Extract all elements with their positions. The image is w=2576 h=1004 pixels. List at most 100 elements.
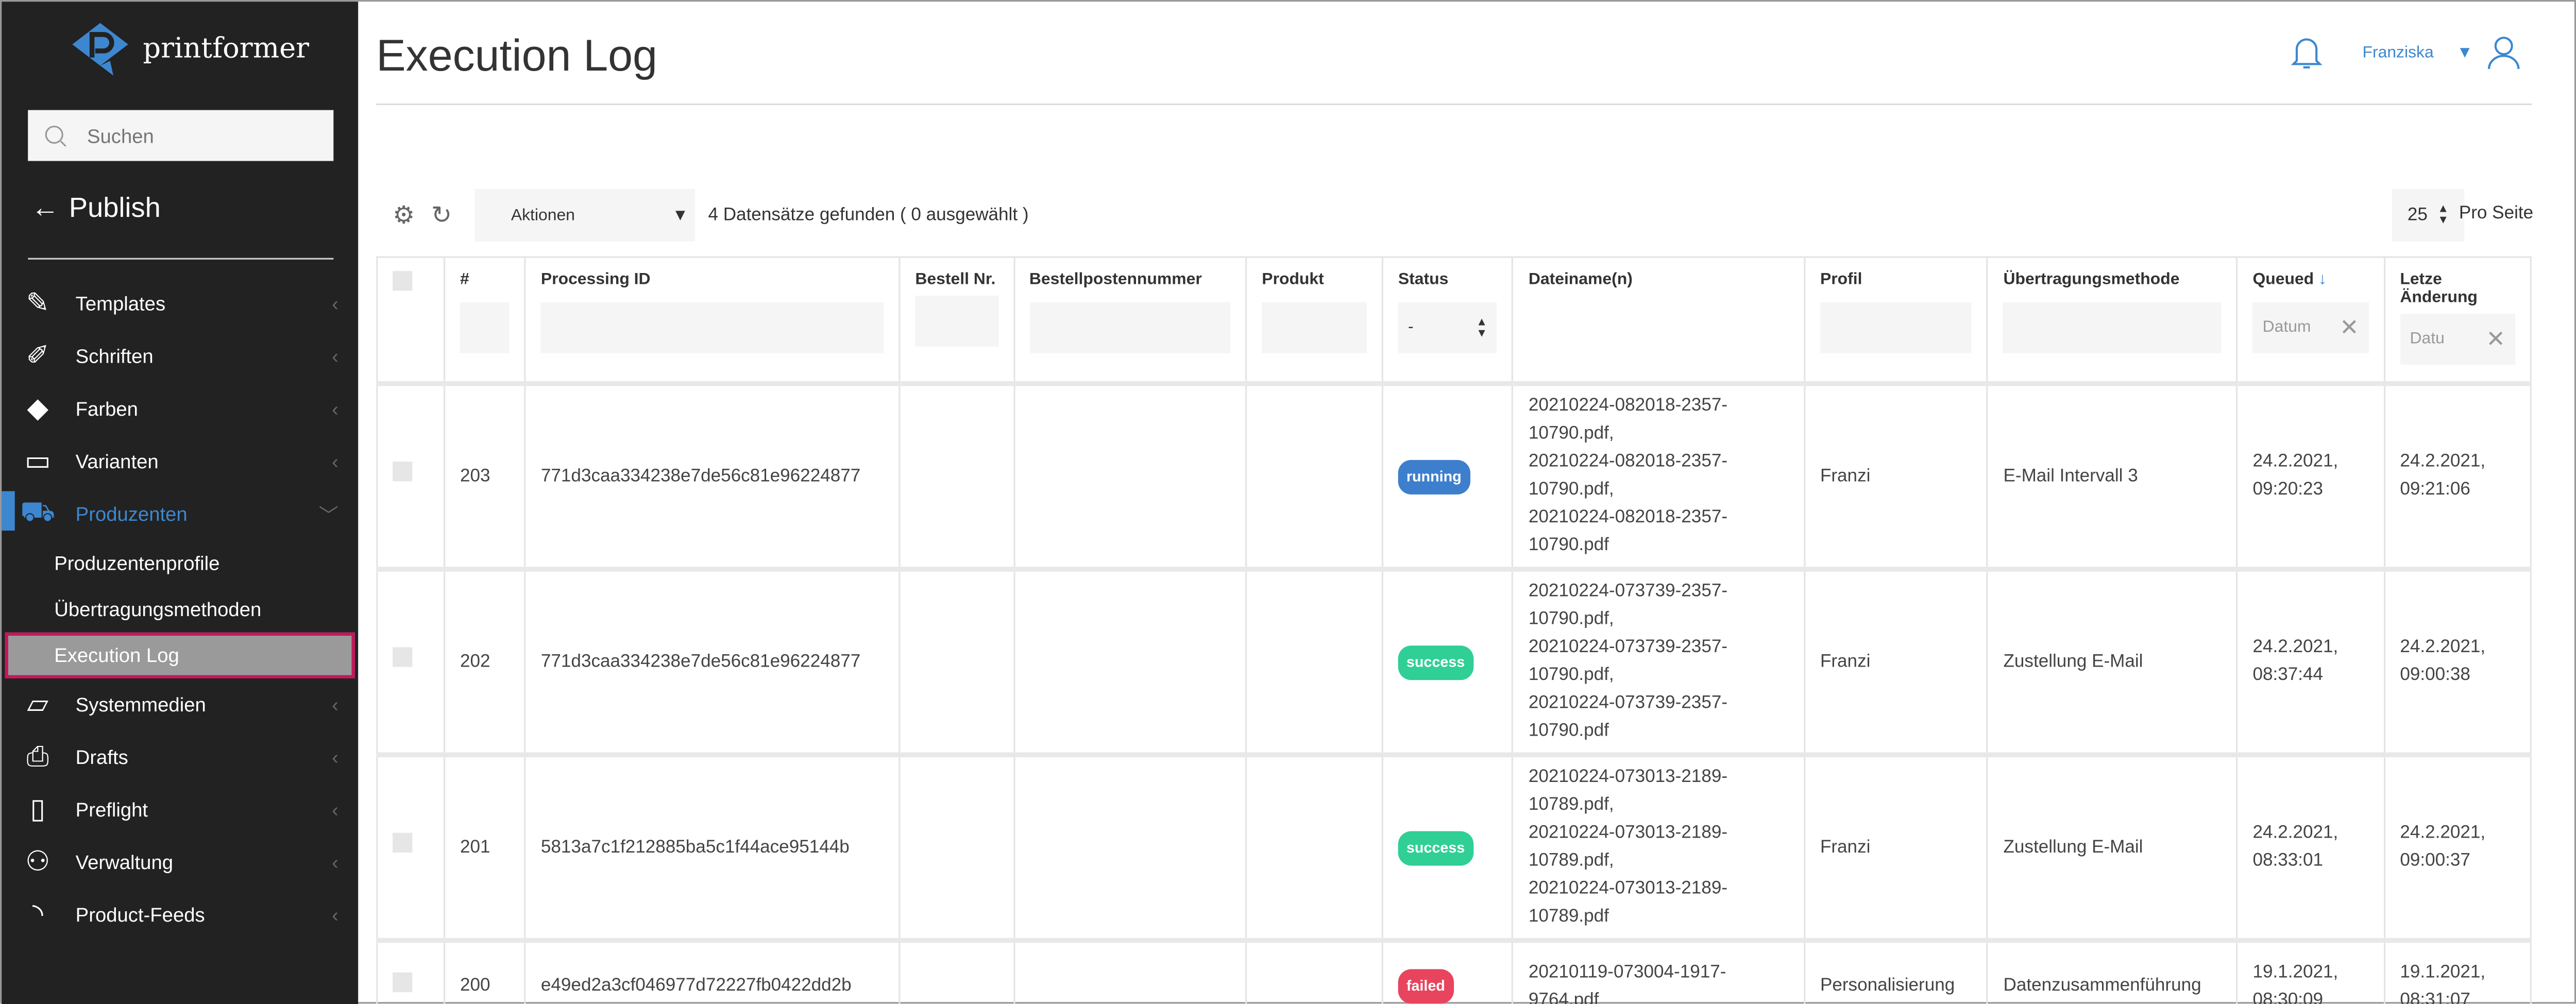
row-select-cell	[376, 567, 446, 756]
sidebar-item-label: Templates	[75, 292, 166, 316]
row-checkbox[interactable]	[393, 972, 413, 992]
column-header[interactable]: Profil	[1804, 256, 1989, 385]
column-label: Produkt	[1262, 271, 1324, 290]
search-field[interactable]	[28, 110, 334, 161]
sidebar-subitem[interactable]: Übertragungsmethoden	[54, 598, 262, 621]
column-header[interactable]: Übertragungsmethode	[1987, 256, 2238, 385]
column-label: Status	[1398, 271, 1449, 290]
search-input[interactable]	[83, 122, 304, 149]
changed-line: 24.2.2021,	[2400, 823, 2486, 843]
table-row[interactable]: 200 e49ed2a3cf046977d72227fb0422dd2b fai…	[376, 938, 2532, 1004]
clear-icon[interactable]: ✕	[2486, 325, 2505, 352]
column-filter-input[interactable]	[460, 302, 510, 353]
files-line: 20210224-073739-2357-10790.pdf,	[1528, 637, 1728, 685]
column-header[interactable]: Bestell Nr.	[899, 256, 1015, 385]
queued-date-filter[interactable]: Datum ✕	[2252, 302, 2369, 353]
sidebar-subitem[interactable]: Execution Log	[5, 632, 355, 678]
sort-arrows-icon: ▲ ▼	[2437, 203, 2449, 227]
column-header[interactable]: Produkt	[1245, 256, 1384, 385]
logo[interactable]: printformer	[71, 21, 309, 77]
sidebar-item-schriften[interactable]: ✐ Schriften ‹	[2, 330, 358, 383]
sidebar-item-produzenten[interactable]: ⛟ Produzenten ﹀	[2, 488, 358, 540]
actions-label: Aktionen	[511, 206, 575, 225]
user-icon[interactable]	[2486, 35, 2522, 71]
bestellposten-cell	[1012, 938, 1247, 1004]
column-header[interactable]: Bestellpostennummer	[1012, 256, 1247, 385]
column-header[interactable]: Status - ▲ ▼	[1382, 256, 1514, 385]
column-filter-input[interactable]	[540, 302, 884, 353]
status-filter-select[interactable]: - ▲ ▼	[1398, 302, 1498, 353]
row-checkbox[interactable]	[393, 462, 413, 482]
queued-line: 08:30:09	[2252, 990, 2324, 1004]
id-cell: 202	[444, 567, 527, 756]
sidebar-item-preflight[interactable]: ▯ Preflight ‹	[2, 784, 358, 836]
date-placeholder: Datum	[2262, 318, 2311, 337]
files-line: 20210224-073739-2357-10790.pdf	[1528, 693, 1728, 741]
select-all-checkbox[interactable]	[393, 271, 413, 291]
date-placeholder: Datu	[2410, 330, 2445, 349]
sidebar-item-farben[interactable]: ◆ Farben ‹	[2, 383, 358, 435]
queued-cell: 24.2.2021, 09:20:23	[2236, 381, 2385, 570]
sort-desc-icon[interactable]: ↓	[2318, 271, 2327, 290]
column-header[interactable]: Dateiname(n)	[1512, 256, 1806, 385]
queued-cell: 24.2.2021, 08:33:01	[2236, 752, 2385, 942]
row-checkbox[interactable]	[393, 832, 413, 853]
sidebar-item-systemmedien[interactable]: ▱ Systemmedien ‹	[2, 678, 358, 731]
bell-icon[interactable]	[2290, 35, 2323, 71]
status-cell: success	[1382, 567, 1514, 756]
user-name[interactable]: Franziska	[2362, 43, 2434, 62]
sidebar-item-product-feeds[interactable]: ◝ Product-Feeds ‹	[2, 889, 358, 941]
files-line: 20210119-073004-1917-9764.pdf	[1528, 962, 1726, 1004]
method-cell: Datenzusammenführung	[1987, 938, 2238, 1004]
file-check-icon: ▯	[30, 793, 46, 825]
column-header[interactable]: #	[444, 256, 527, 385]
clear-icon[interactable]: ✕	[2340, 314, 2359, 341]
status-badge: success	[1398, 830, 1473, 865]
execution-log-table: # Processing ID Bestell Nr. Bestellpostennu…	[376, 256, 2532, 1004]
column-header[interactable]: Letze Änderung Datu ✕	[2383, 256, 2532, 385]
sidebar-item-verwaltung[interactable]: ⚇ Verwaltung ‹	[2, 836, 358, 889]
column-filter-input[interactable]	[915, 295, 998, 347]
sidebar-item-label: Drafts	[75, 745, 128, 769]
changed-date-filter[interactable]: Datu ✕	[2400, 314, 2516, 365]
sidebar-item-templates[interactable]: ✎ Templates ‹	[2, 278, 358, 330]
changed-line: 19.1.2021,	[2400, 962, 2486, 982]
row-checkbox[interactable]	[393, 647, 413, 667]
processing-id-cell: 771d3caa334238e7de56c81e96224877	[524, 567, 901, 756]
divider	[28, 258, 334, 260]
publish-label: Publish	[69, 192, 161, 224]
column-header[interactable]: Processing ID	[524, 256, 901, 385]
settings-icon[interactable]: ⚙	[393, 202, 415, 230]
caret-down-icon[interactable]: ▼	[2456, 43, 2473, 62]
changed-line: 24.2.2021,	[2400, 637, 2486, 657]
table-row[interactable]: 203 771d3caa334238e7de56c81e96224877 run…	[376, 381, 2532, 570]
variants-icon: ▭	[24, 445, 51, 477]
table-row[interactable]: 201 5813a7c1f212885ba5c1f44ace95144b suc…	[376, 752, 2532, 942]
profil-cell: Franzi	[1804, 752, 1989, 942]
sidebar-item-label: Schriften	[75, 345, 154, 368]
actions-dropdown[interactable]: Aktionen ▼	[474, 189, 695, 242]
column-header[interactable]: Queued ↓ Datum ✕	[2236, 256, 2385, 385]
row-select-cell	[376, 752, 446, 942]
printformer-logo-icon	[72, 23, 128, 76]
queued-cell: 19.1.2021, 08:30:09	[2236, 938, 2385, 1004]
template-icon: ✎	[26, 287, 50, 319]
sidebar-item-drafts[interactable]: ⎙ Drafts ‹	[2, 731, 358, 784]
sidebar-subitem[interactable]: Produzentenprofile	[54, 552, 220, 575]
column-label: #	[460, 271, 469, 290]
table-row[interactable]: 202 771d3caa334238e7de56c81e96224877 suc…	[376, 567, 2532, 756]
chevron-left-icon: ‹	[332, 798, 338, 822]
chevron-left-icon: ‹	[332, 450, 338, 473]
queued-line: 24.2.2021,	[2252, 637, 2338, 657]
column-filter-input[interactable]	[1820, 302, 1972, 353]
changed-line: 24.2.2021,	[2400, 451, 2486, 472]
column-filter-input[interactable]	[1262, 302, 1367, 353]
column-filter-input[interactable]	[1029, 302, 1231, 353]
column-filter-input[interactable]	[2003, 302, 2222, 353]
sidebar-item-label: Produzenten	[75, 502, 188, 526]
back-to-publish[interactable]: ← Publish	[31, 192, 161, 225]
refresh-icon[interactable]: ↻	[431, 202, 452, 230]
changed-line: 09:00:38	[2400, 665, 2470, 685]
per-page-select[interactable]: 25 ▲ ▼	[2392, 189, 2465, 242]
sidebar-item-varianten[interactable]: ▭ Varianten ‹	[2, 435, 358, 488]
